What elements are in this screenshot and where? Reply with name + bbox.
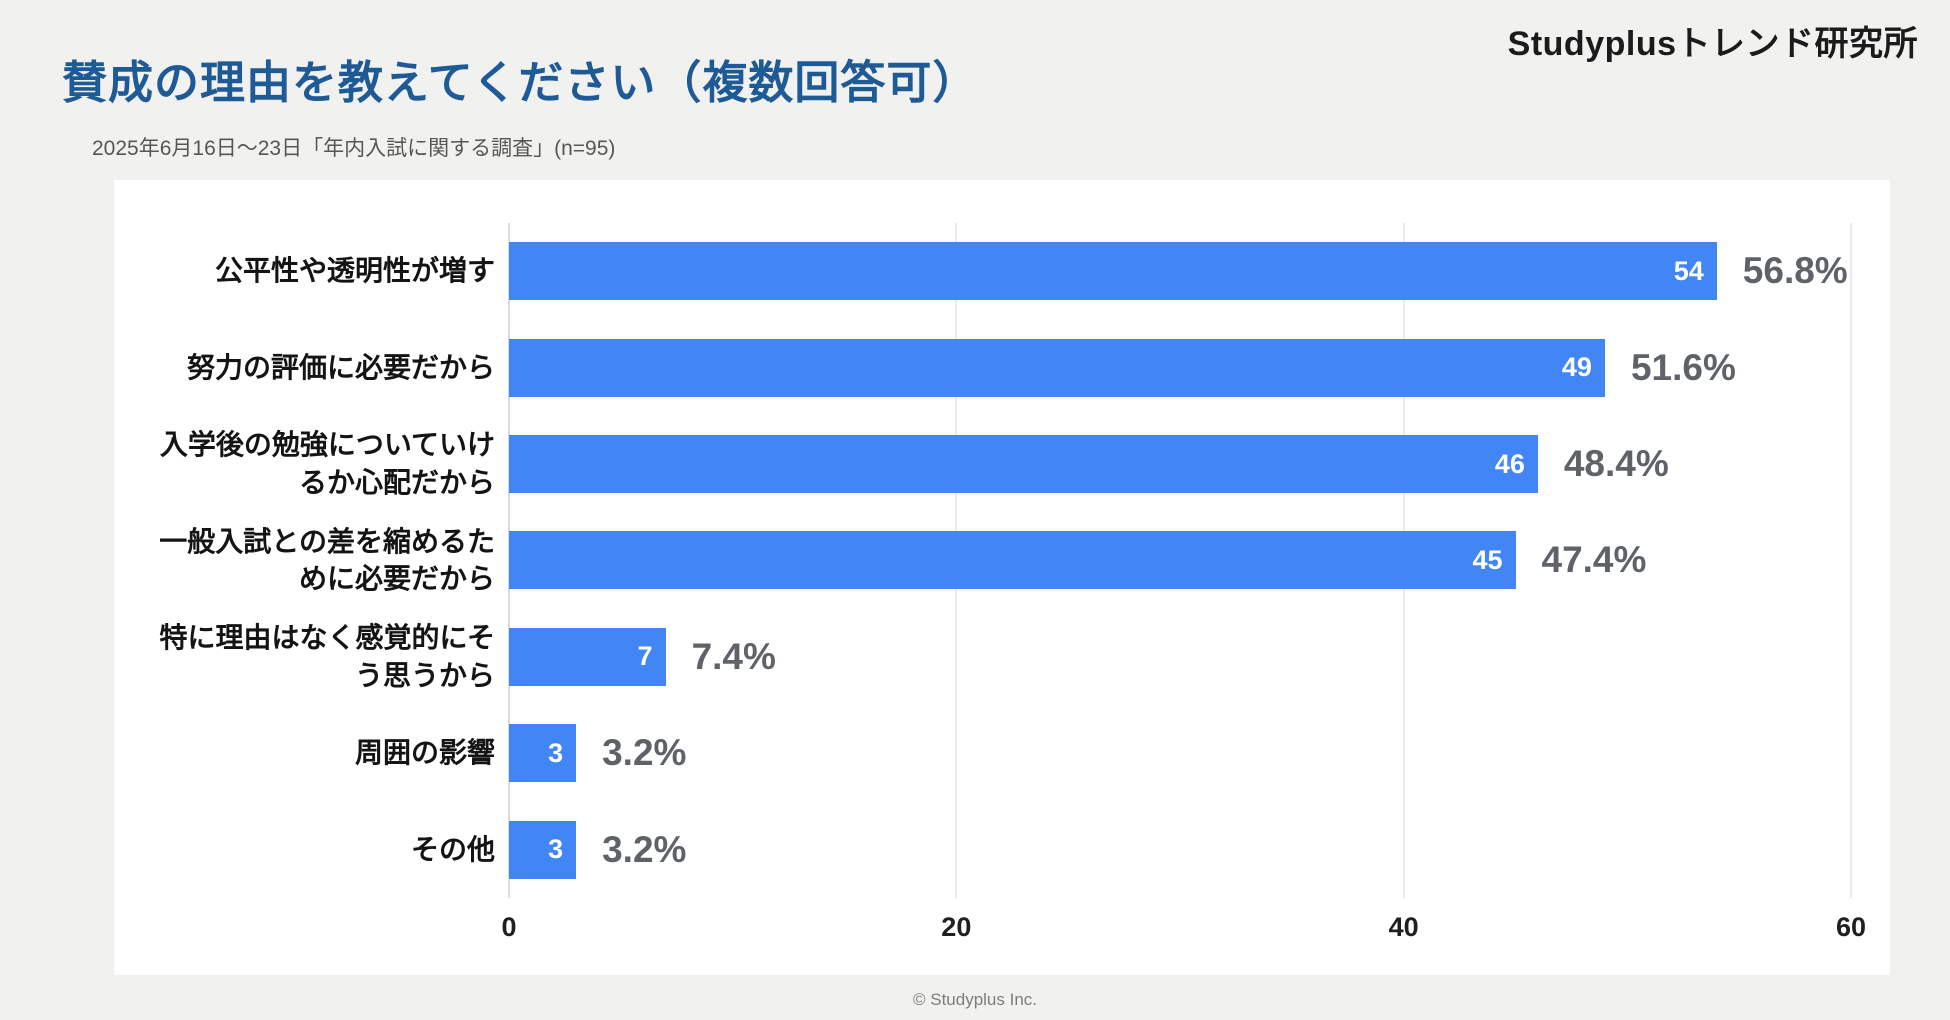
category-label: その他 xyxy=(410,833,495,865)
percent-label: 56.8% xyxy=(1742,250,1848,292)
gridline xyxy=(1850,223,1852,898)
x-tick-label: 20 xyxy=(941,912,972,942)
bar: 46 xyxy=(509,435,1538,494)
bar-row: 努力の評価に必要だから 49 51.6% xyxy=(187,319,1851,415)
survey-note: 2025年6月16日～23日「年内入試に関する調査」(n=95) xyxy=(92,137,616,160)
bar-line: 45 47.4% xyxy=(509,531,1851,590)
percent-label: 3.2% xyxy=(602,732,687,774)
bar: 7 xyxy=(509,627,666,686)
x-tick-label: 40 xyxy=(1388,912,1419,942)
bar-row: その他 3 3.2% xyxy=(411,802,1851,898)
page-title: 賛成の理由を教えてください（複数回答可） xyxy=(62,57,979,108)
bar-line: 49 51.6% xyxy=(509,338,1851,397)
bar-row: 一般入試との差を縮めるために必要だから 45 47.4% xyxy=(159,512,1851,608)
bar: 49 xyxy=(509,338,1605,397)
bar-value-label: 7 xyxy=(637,641,653,672)
bar-row: 入学後の勉強についていけるか心配だから 46 48.4% xyxy=(160,416,1851,512)
bar: 3 xyxy=(509,820,577,879)
category-label: 周囲の影響 xyxy=(354,737,495,769)
bar: 54 xyxy=(509,242,1717,301)
bar: 45 xyxy=(509,531,1516,590)
percent-label: 47.4% xyxy=(1541,539,1647,581)
x-tick-label: 60 xyxy=(1835,912,1867,942)
bar-value-label: 46 xyxy=(1494,448,1525,479)
copyright: © Studyplus Inc. xyxy=(912,990,1038,1009)
x-tick-label: 0 xyxy=(501,912,517,942)
category-label: 入学後の勉強についていけるか心配だから xyxy=(159,429,495,499)
category-label: 一般入試との差を縮めるために必要だから xyxy=(159,525,495,595)
bar-row: 周囲の影響 3 3.2% xyxy=(355,705,1851,801)
chart-panel: 公平性や透明性が増す 54 56.8% 努力の評価に必要だから 49 xyxy=(114,180,1890,975)
brand-logo: Studyplusトレンド研究所 xyxy=(1507,25,1918,63)
bar: 3 xyxy=(509,724,577,783)
bar-line: 3 3.2% xyxy=(509,724,1851,783)
bar-line: 7 7.4% xyxy=(509,627,1851,686)
percent-label: 7.4% xyxy=(691,635,776,677)
bar-value-label: 49 xyxy=(1561,352,1592,383)
category-label: 特に理由はなく感覚的にそう思うから xyxy=(159,622,495,691)
bar-value-label: 54 xyxy=(1673,255,1704,286)
plot-area: 公平性や透明性が増す 54 56.8% 努力の評価に必要だから 49 xyxy=(159,223,1866,942)
category-label: 公平性や透明性が増す xyxy=(214,255,495,287)
category-label: 努力の評価に必要だから xyxy=(186,351,495,383)
bar-line: 3 3.2% xyxy=(509,820,1851,879)
bar-line: 54 56.8% xyxy=(509,242,1851,301)
percent-label: 51.6% xyxy=(1630,346,1736,388)
bar-value-label: 3 xyxy=(548,834,564,865)
percent-label: 48.4% xyxy=(1563,443,1669,485)
bar-value-label: 3 xyxy=(548,737,564,768)
bar-rows: 公平性や透明性が増す 54 56.8% 努力の評価に必要だから 49 xyxy=(159,223,1851,898)
bar-line: 46 48.4% xyxy=(509,435,1851,494)
bar-value-label: 45 xyxy=(1472,544,1503,575)
bar-row: 特に理由はなく感覚的にそう思うから 7 7.4% xyxy=(160,609,1851,705)
percent-label: 3.2% xyxy=(602,828,687,870)
bar-row: 公平性や透明性が増す 54 56.8% xyxy=(215,223,1851,319)
